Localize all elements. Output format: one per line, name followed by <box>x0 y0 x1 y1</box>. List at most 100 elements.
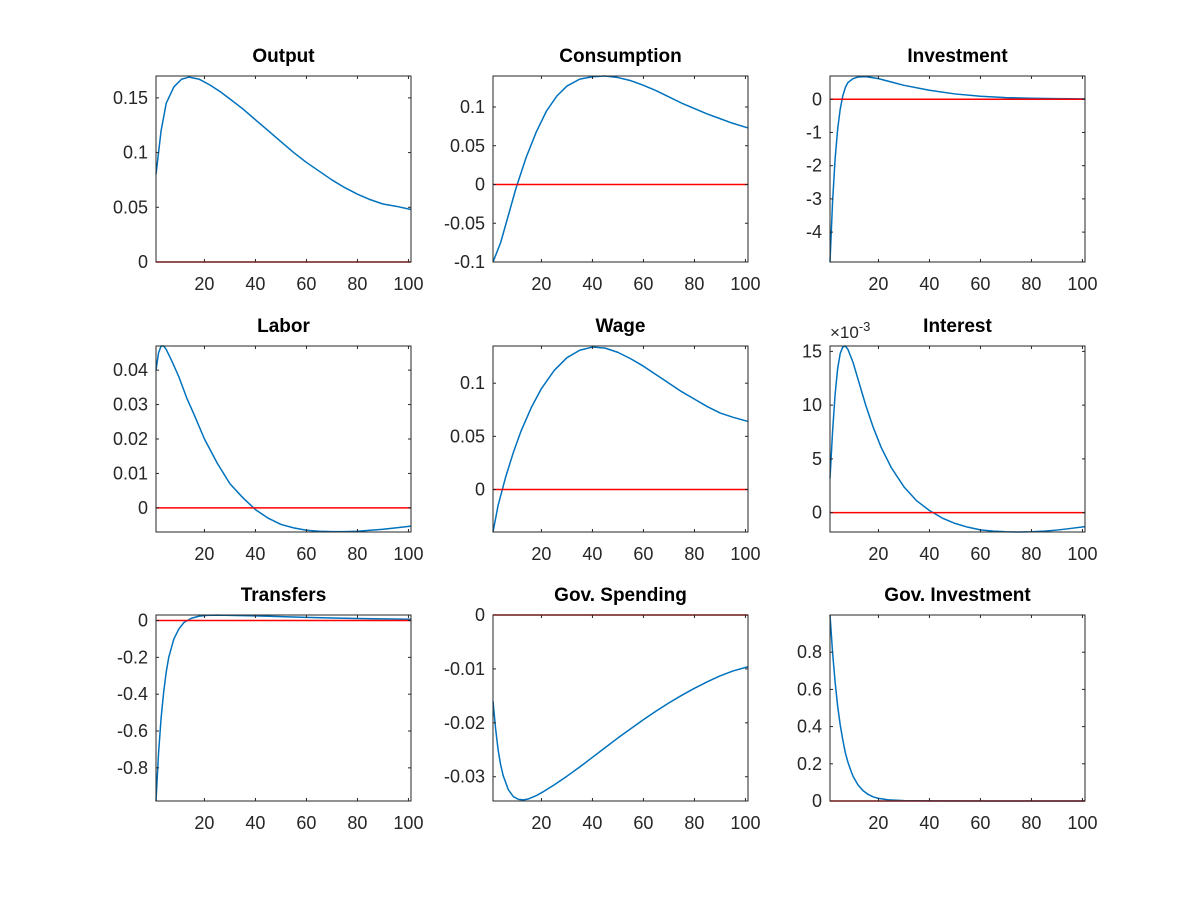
x-tick-label: 20 <box>531 274 551 294</box>
x-tick-label: 60 <box>970 274 990 294</box>
plot-area <box>156 615 411 801</box>
axes-box <box>829 614 1086 802</box>
y-tick-label: 0.6 <box>797 679 822 699</box>
axes-box <box>492 614 749 802</box>
chart-panel-4: 20 40 60 80 100 0 0.05 0.1 Wage <box>450 316 761 564</box>
x-tick-label: 20 <box>194 544 214 564</box>
y-exponent-power: -3 <box>859 319 871 334</box>
x-tick-label: 60 <box>296 274 316 294</box>
y-tick-label: 0 <box>812 791 822 811</box>
y-tick-label: -0.03 <box>444 767 485 787</box>
chart-panel-2: 20 40 60 80 100 -4 -3 -2 -1 0 Investment <box>806 46 1097 294</box>
x-tick-label: 100 <box>1067 274 1097 294</box>
x-tick-label: 100 <box>1067 813 1097 833</box>
axes-box <box>492 345 749 533</box>
y-tick-label: 0.1 <box>123 143 148 163</box>
y-tick-label: 0 <box>475 175 485 195</box>
y-tick-label: 0 <box>475 605 485 625</box>
x-tick-label: 40 <box>245 544 265 564</box>
x-tick-label: 80 <box>684 544 704 564</box>
y-tick-label: 0.05 <box>113 197 148 217</box>
y-tick-label: -4 <box>806 222 822 242</box>
y-tick-label: -0.2 <box>117 647 148 667</box>
x-tick-label: 80 <box>684 274 704 294</box>
y-tick-label: 0 <box>138 611 148 631</box>
x-tick-label: 20 <box>531 813 551 833</box>
y-tick-label: 0 <box>812 503 822 523</box>
y-tick-label: -0.6 <box>117 721 148 741</box>
x-tick-label: 40 <box>245 813 265 833</box>
x-tick-label: 20 <box>868 274 888 294</box>
y-tick-label: 0.1 <box>460 97 485 117</box>
y-tick-label: 0.4 <box>797 717 822 737</box>
chart-panel-0: 20 40 60 80 100 0 0.05 0.1 0.15 Output <box>113 46 424 294</box>
y-tick-label: 0.02 <box>113 429 148 449</box>
y-tick-label: 0.03 <box>113 395 148 415</box>
panel-title: Interest <box>923 316 992 337</box>
plot-area <box>830 346 1085 532</box>
panel-title: Transfers <box>241 585 327 606</box>
plot-area <box>493 76 748 262</box>
x-tick-label: 60 <box>633 544 653 564</box>
x-tick-label: 40 <box>919 813 939 833</box>
y-tick-label: 0 <box>138 498 148 518</box>
panel-title: Labor <box>257 316 310 337</box>
x-tick-label: 80 <box>1021 544 1041 564</box>
axes-box <box>829 75 1086 263</box>
chart-panel-7: 20 40 60 80 100 -0.03 -0.02 -0.01 0 Gov. Spending <box>444 585 761 833</box>
axes-box <box>155 75 412 263</box>
axes-box <box>492 75 749 263</box>
panel-title: Investment <box>907 46 1008 67</box>
y-tick-label: -1 <box>806 122 822 142</box>
y-tick-label: 5 <box>812 449 822 469</box>
x-tick-label: 80 <box>347 544 367 564</box>
y-tick-label: 0.15 <box>113 88 148 108</box>
x-tick-label: 60 <box>633 274 653 294</box>
plot-area <box>156 346 411 532</box>
x-tick-label: 20 <box>868 544 888 564</box>
chart-panel-6: 20 40 60 80 100 -0.8 -0.6 -0.4 -0.2 0 Transfers <box>117 585 424 833</box>
x-tick-label: 80 <box>1021 813 1041 833</box>
x-tick-label: 100 <box>730 544 760 564</box>
y-tick-label: -0.05 <box>444 213 485 233</box>
y-tick-label: 0.1 <box>460 373 485 393</box>
y-tick-label: -0.01 <box>444 659 485 679</box>
panel-title: Wage <box>596 316 646 337</box>
x-tick-label: 40 <box>582 274 602 294</box>
x-tick-label: 20 <box>194 274 214 294</box>
response-line <box>155 76 412 211</box>
panel-title: Gov. Investment <box>884 585 1031 606</box>
x-tick-label: 40 <box>919 274 939 294</box>
y-tick-label: -0.1 <box>454 252 485 272</box>
response-line <box>155 345 412 533</box>
x-tick-label: 60 <box>970 544 990 564</box>
x-tick-label: 40 <box>582 813 602 833</box>
x-tick-label: 100 <box>730 813 760 833</box>
x-tick-label: 80 <box>684 813 704 833</box>
y-tick-label: 0.2 <box>797 754 822 774</box>
y-tick-label: 0.04 <box>113 360 148 380</box>
response-line <box>155 614 412 802</box>
x-tick-label: 100 <box>1067 544 1097 564</box>
axes-box <box>155 614 412 802</box>
plot-area <box>156 76 411 262</box>
x-tick-label: 20 <box>868 813 888 833</box>
chart-panel-1: 20 40 60 80 100 -0.1 -0.05 0 0.05 0.1 Consumption <box>444 46 761 294</box>
plot-area <box>493 615 748 801</box>
y-tick-label: 15 <box>802 341 822 361</box>
y-tick-label: -0.02 <box>444 713 485 733</box>
x-tick-label: 20 <box>194 813 214 833</box>
response-line <box>492 346 749 533</box>
response-line <box>492 666 749 801</box>
panel-title: Gov. Spending <box>554 585 687 606</box>
y-tick-label: 0.05 <box>450 136 485 156</box>
axes-box <box>829 345 1086 533</box>
y-tick-label: -3 <box>806 189 822 209</box>
x-tick-label: 60 <box>296 544 316 564</box>
plot-area <box>493 346 748 532</box>
y-tick-label: -2 <box>806 156 822 176</box>
plot-area <box>830 615 1085 801</box>
y-tick-label: -0.8 <box>117 758 148 778</box>
